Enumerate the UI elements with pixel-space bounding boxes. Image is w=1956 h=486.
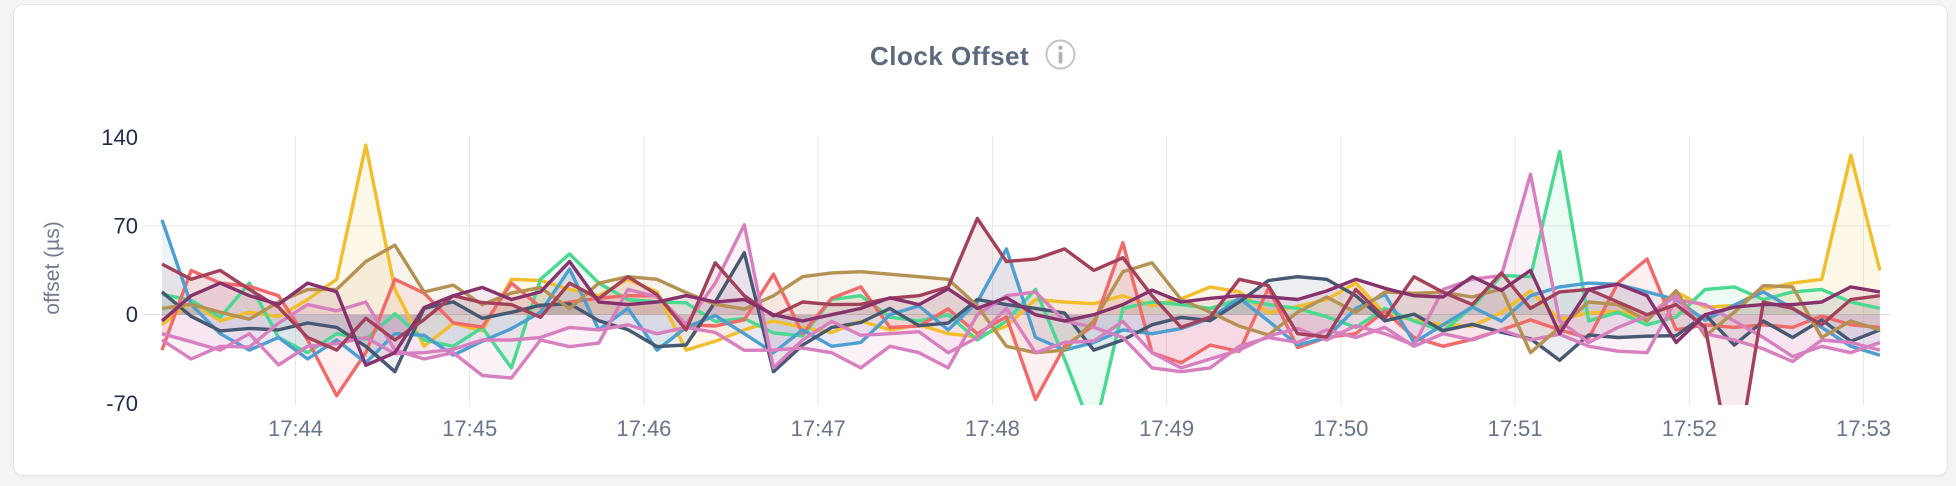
svg-text:140: 140: [101, 125, 138, 150]
svg-text:17:52: 17:52: [1662, 416, 1717, 441]
svg-text:17:53: 17:53: [1836, 416, 1891, 441]
svg-text:17:47: 17:47: [791, 416, 846, 441]
svg-text:17:49: 17:49: [1139, 416, 1194, 441]
svg-text:-70: -70: [106, 391, 138, 416]
svg-text:17:50: 17:50: [1313, 416, 1368, 441]
svg-text:offset (µs): offset (µs): [41, 221, 64, 314]
svg-text:70: 70: [114, 214, 138, 239]
svg-text:0: 0: [126, 302, 138, 327]
svg-text:17:45: 17:45: [442, 416, 497, 441]
svg-text:17:48: 17:48: [965, 416, 1020, 441]
svg-text:17:44: 17:44: [268, 416, 323, 441]
svg-text:17:51: 17:51: [1487, 416, 1542, 441]
svg-text:17:46: 17:46: [616, 416, 671, 441]
